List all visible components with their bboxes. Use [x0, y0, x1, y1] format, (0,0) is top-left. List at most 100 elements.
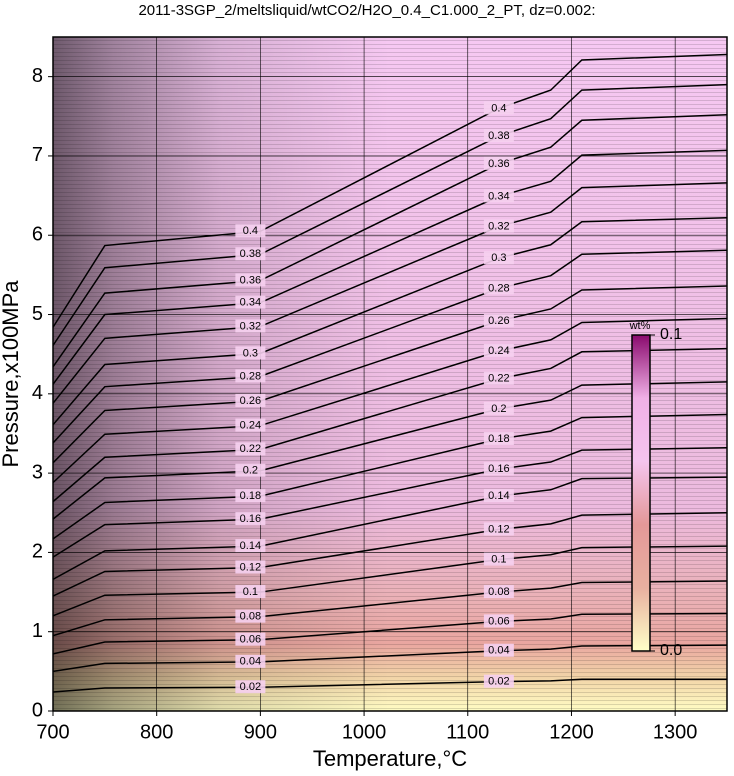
contour-label: 0.34 — [240, 297, 261, 309]
contour-label: 0.32 — [488, 220, 509, 232]
contour-label-bg — [235, 319, 266, 333]
contour-label-bg — [235, 632, 266, 646]
contour-label: 0.02 — [240, 681, 261, 693]
contour-label: 0.2 — [243, 465, 258, 477]
contour-label-bg — [235, 560, 266, 574]
contour-label-bg — [483, 313, 514, 327]
y-tick-label: 7 — [32, 144, 43, 166]
y-tick-label: 3 — [32, 461, 43, 483]
contour-label-bg — [483, 585, 514, 599]
contour-label: 0.04 — [240, 656, 261, 668]
x-tick-label: 1100 — [446, 721, 489, 743]
contour-label-bg — [483, 462, 514, 476]
plot-shade — [53, 37, 727, 711]
y-tick-label: 0 — [32, 699, 43, 721]
x-tick-label: 1200 — [549, 721, 594, 743]
contour-label-bg — [483, 251, 514, 265]
contour-label-bg — [235, 585, 266, 599]
y-axis-label: Pressure,x100MPa — [0, 280, 23, 468]
contour-label: 0.3 — [243, 347, 258, 359]
contour-label-bg — [235, 654, 266, 668]
contour-label: 0.16 — [240, 513, 261, 525]
contour-label: 0.24 — [488, 345, 509, 357]
contour-label: 0.22 — [240, 443, 261, 455]
contour-label-bg — [235, 346, 266, 360]
contour-label-bg — [483, 129, 514, 143]
contour-label-bg — [483, 219, 514, 233]
contour-label-bg — [483, 432, 514, 446]
contour-label-bg — [483, 189, 514, 203]
contour-label: 0.38 — [488, 130, 509, 142]
contour-label: 0.02 — [488, 676, 509, 688]
contour-label: 0.28 — [240, 370, 261, 382]
contour-label-bg — [235, 609, 266, 623]
contour-label-bg — [235, 463, 266, 477]
contour-label-bg — [235, 393, 266, 407]
colorbar-label: wt% — [629, 320, 651, 332]
contour-label: 0.4 — [243, 225, 258, 237]
contour-label: 0.08 — [240, 611, 261, 623]
contour-label-bg — [483, 344, 514, 358]
contour-label: 0.06 — [488, 615, 509, 627]
y-tick-label: 2 — [32, 541, 43, 563]
contour-label-bg — [483, 522, 514, 536]
x-axis-label: Temperature,°C — [313, 746, 467, 771]
contour-label-bg — [483, 371, 514, 385]
contour-label-bg — [235, 680, 266, 694]
contour-label-bg — [235, 369, 266, 383]
x-tick-label: 700 — [36, 721, 69, 743]
contour-label-bg — [483, 281, 514, 295]
contour-label: 0.2 — [491, 403, 506, 415]
contour-label: 0.24 — [240, 419, 261, 431]
contour-label-bg — [235, 295, 266, 309]
x-tick-label: 1300 — [653, 721, 698, 743]
contour-label: 0.08 — [488, 586, 509, 598]
contour-label-bg — [235, 224, 266, 238]
contour-label-bg — [483, 156, 514, 170]
contour-label: 0.18 — [488, 433, 509, 445]
contour-label: 0.04 — [488, 645, 509, 657]
colorbar-tick-label: 0.0 — [660, 642, 682, 659]
contour-label: 0.12 — [488, 523, 509, 535]
y-tick-label: 8 — [32, 65, 43, 87]
contour-label: 0.22 — [488, 373, 509, 385]
contour-label: 0.38 — [240, 248, 261, 260]
contour-label-bg — [483, 614, 514, 628]
chart-title: 2011-3SGP_2/meltsliquid/wtCO2/H2O_0.4_C1… — [138, 2, 595, 19]
contour-label-bg — [235, 539, 266, 553]
contour-label-bg — [483, 674, 514, 688]
contour-label-bg — [235, 442, 266, 456]
contour-label: 0.06 — [240, 634, 261, 646]
contour-label: 0.12 — [240, 561, 261, 573]
y-tick-label: 4 — [32, 382, 43, 404]
colorbar-tick-label: 0.1 — [660, 326, 682, 343]
contour-label-bg — [235, 512, 266, 526]
contour-label: 0.26 — [488, 315, 509, 327]
contour-label: 0.26 — [240, 395, 261, 407]
contour-label: 0.14 — [240, 540, 261, 552]
y-tick-label: 6 — [32, 224, 43, 246]
colorbar — [631, 334, 651, 652]
contour-label: 0.32 — [240, 320, 261, 332]
y-tick-label: 5 — [32, 303, 43, 325]
contour-label: 0.14 — [488, 490, 509, 502]
contour-label: 0.1 — [491, 553, 506, 565]
contour-label-bg — [235, 247, 266, 261]
contour-label: 0.34 — [488, 190, 509, 202]
contour-label: 0.36 — [240, 274, 261, 286]
contour-label-bg — [235, 273, 266, 287]
contour-label-bg — [483, 552, 514, 566]
contour-label-bg — [483, 489, 514, 503]
contour-label-bg — [483, 643, 514, 657]
x-tick-label: 800 — [140, 721, 173, 743]
contour-label: 0.1 — [243, 586, 258, 598]
contour-label-bg — [235, 418, 266, 432]
contour-label-bg — [483, 401, 514, 415]
contour-label: 0.28 — [488, 282, 509, 294]
contour-label: 0.4 — [491, 102, 506, 114]
contour-label: 0.3 — [491, 252, 506, 264]
contour-label-bg — [235, 489, 266, 503]
plot-frame — [52, 36, 728, 712]
contour-label: 0.18 — [240, 490, 261, 502]
